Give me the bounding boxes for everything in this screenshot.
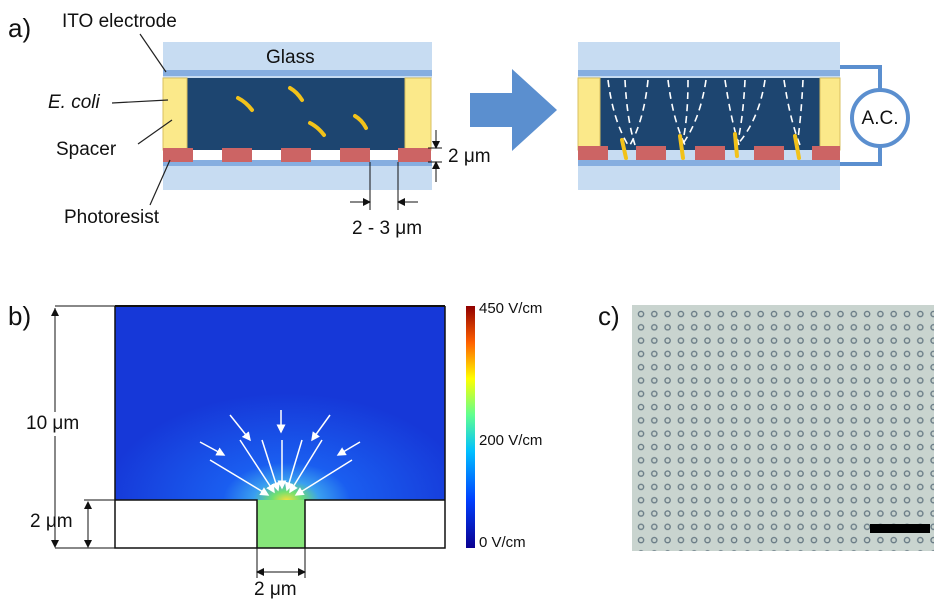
shape — [470, 69, 557, 151]
label-spacer: Spacer — [56, 139, 117, 160]
shape — [281, 148, 311, 162]
label-spacing: 2 - 3 μm — [352, 218, 422, 239]
shape — [115, 306, 445, 500]
shape — [405, 78, 431, 150]
label-slot-width: 2 μm — [254, 579, 297, 600]
figure: a) ITO electrode Glass E. coli Spacer Ph… — [0, 0, 934, 603]
label-height: 2 μm — [448, 146, 491, 167]
shape — [163, 148, 193, 162]
shape — [812, 146, 840, 160]
label-photoresist: Photoresist — [64, 207, 160, 228]
colorbar-label: 0 V/cm — [479, 534, 526, 551]
label-ecoli: E. coli — [48, 92, 101, 113]
shape — [870, 524, 930, 533]
shape — [222, 148, 252, 162]
shape — [632, 305, 934, 551]
label-ito: ITO electrode — [62, 11, 177, 32]
group: c) — [598, 301, 934, 551]
shape — [636, 146, 666, 160]
shape — [163, 70, 432, 76]
shape — [257, 500, 305, 548]
shape — [163, 78, 187, 150]
group: a) ITO electrode Glass E. coli Spacer Ph… — [8, 11, 908, 239]
shape — [735, 134, 737, 156]
shape — [398, 148, 431, 162]
label-ac: A.C. — [862, 108, 899, 129]
shape — [695, 146, 725, 160]
panel-label: a) — [8, 13, 31, 43]
shape — [140, 34, 166, 72]
shape — [578, 160, 840, 166]
shape — [820, 78, 840, 150]
shape — [754, 146, 784, 160]
shape — [112, 100, 168, 103]
label-step-height: 2 μm — [30, 511, 73, 532]
label-total-height: 10 μm — [26, 413, 79, 434]
colorbar-label: 200 V/cm — [479, 432, 542, 449]
shape — [578, 146, 608, 160]
colorbar-label: 450 V/cm — [479, 300, 542, 317]
panel-label: b) — [8, 301, 31, 331]
group — [163, 148, 431, 162]
shape — [340, 148, 370, 162]
label-glass: Glass — [266, 47, 315, 68]
shape — [578, 78, 600, 150]
colorbar — [466, 306, 475, 548]
shape — [187, 78, 405, 150]
group: b) 10 μm 2 μm 2 μm 450 V/cm 200 V/cm 0 — [8, 300, 542, 600]
panel-label: c) — [598, 301, 620, 331]
shape — [578, 70, 840, 76]
